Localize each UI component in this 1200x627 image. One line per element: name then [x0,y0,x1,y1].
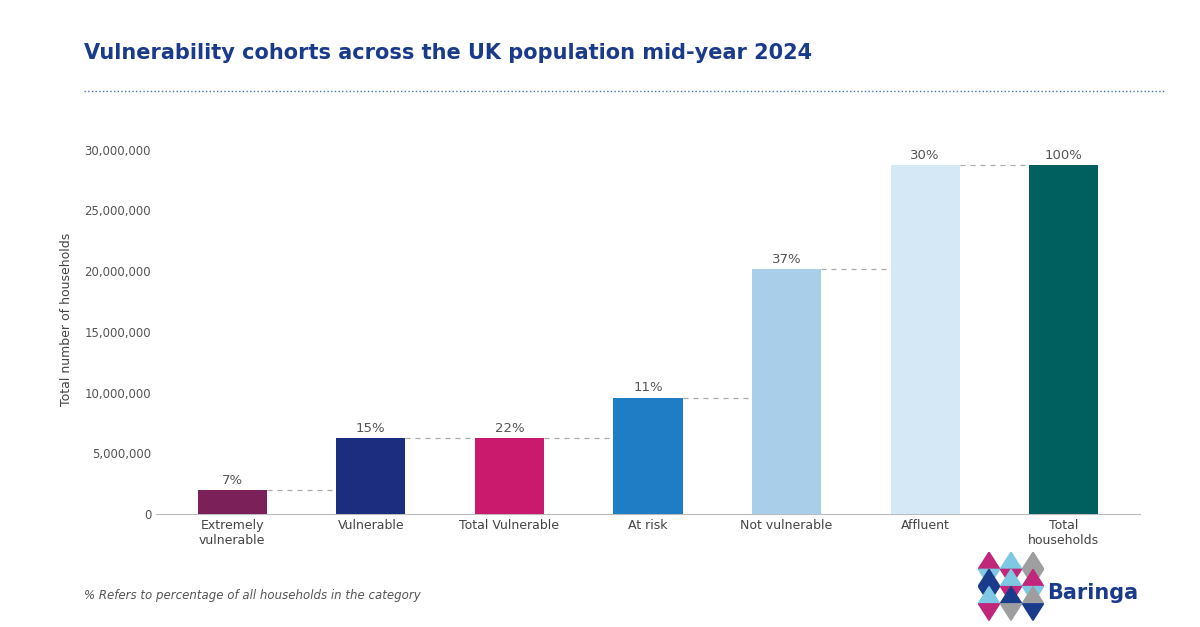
Bar [1030,166,1098,514]
Text: 37%: 37% [772,253,802,266]
Text: 11%: 11% [634,381,662,394]
Bar [890,166,960,514]
Polygon shape [978,569,1000,586]
Text: 100%: 100% [1045,149,1082,162]
Y-axis label: Total number of households: Total number of households [60,233,73,406]
Polygon shape [1022,569,1044,586]
Polygon shape [978,552,1000,569]
Bar [475,438,544,514]
Polygon shape [1022,587,1044,603]
Polygon shape [1001,569,1021,586]
Text: 7%: 7% [222,474,242,487]
Polygon shape [1001,587,1021,603]
Polygon shape [1001,569,1021,586]
Polygon shape [1001,604,1021,620]
Polygon shape [978,569,1000,586]
Text: % Refers to percentage of all households in the category: % Refers to percentage of all households… [84,589,421,602]
Polygon shape [1001,552,1021,569]
Text: 22%: 22% [494,421,524,435]
Text: Baringa: Baringa [1048,582,1139,603]
Polygon shape [1022,587,1044,603]
Text: 30%: 30% [911,149,940,162]
Polygon shape [978,587,1000,603]
Bar [198,490,266,514]
Text: 15%: 15% [356,421,385,435]
Polygon shape [1022,604,1044,620]
Bar [336,438,406,514]
Bar [613,398,683,514]
Polygon shape [1022,552,1044,569]
Bar [752,269,821,514]
Polygon shape [1022,569,1044,586]
Text: Vulnerability cohorts across the UK population mid-year 2024: Vulnerability cohorts across the UK popu… [84,43,812,63]
Polygon shape [1001,587,1021,603]
Polygon shape [978,587,1000,603]
Polygon shape [978,604,1000,620]
